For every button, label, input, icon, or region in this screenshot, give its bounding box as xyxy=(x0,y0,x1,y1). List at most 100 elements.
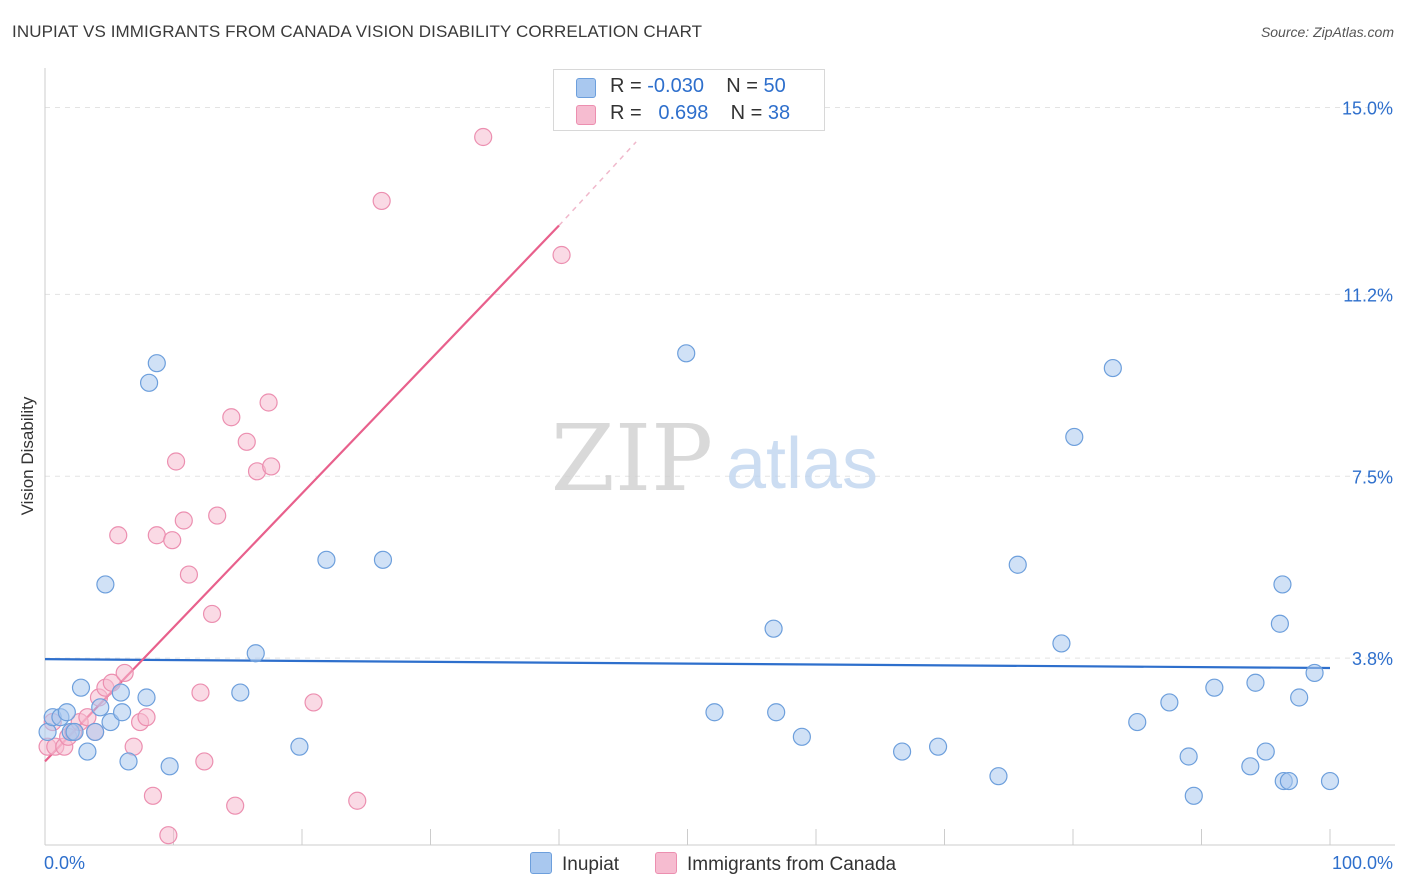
n-value: 38 xyxy=(767,102,791,124)
data-point-inupiat xyxy=(1273,575,1292,594)
data-point-inupiat xyxy=(317,550,336,569)
r-label: R = xyxy=(610,75,642,97)
data-point-immigrants-from-canada xyxy=(348,791,367,810)
data-point-immigrants-from-canada xyxy=(304,693,323,712)
data-point-immigrants-from-canada xyxy=(195,752,214,771)
axes xyxy=(44,68,1395,846)
data-point-inupiat xyxy=(928,737,948,756)
watermark: ZIP atlas xyxy=(551,405,878,512)
data-point-inupiat xyxy=(792,727,811,746)
data-point-inupiat xyxy=(1241,757,1260,776)
data-point-inupiat xyxy=(101,712,120,732)
data-point-inupiat xyxy=(1290,688,1309,707)
legend-item-immigrants-from-canada: Immigrants from Canada xyxy=(655,852,896,876)
data-point-immigrants-from-canada xyxy=(202,604,222,624)
data-point-inupiat xyxy=(989,767,1008,786)
data-point-immigrants-from-canada xyxy=(191,683,210,702)
r-value: -0.030 xyxy=(647,75,704,97)
data-point-immigrants-from-canada xyxy=(474,127,493,147)
points-immigrants-from-canada xyxy=(38,127,571,845)
inupiat-swatch xyxy=(530,852,552,874)
immigrants-swatch xyxy=(576,105,596,125)
x-tick-label: 0.0% xyxy=(44,853,85,873)
data-point-immigrants-from-canada xyxy=(259,393,278,412)
data-point-inupiat xyxy=(231,683,250,702)
y-tick-label: 15.0% xyxy=(1342,99,1393,119)
data-point-immigrants-from-canada xyxy=(115,663,134,683)
data-point-inupiat xyxy=(1205,678,1224,697)
data-point-immigrants-from-canada xyxy=(222,408,241,427)
chart-title: INUPIAT VS IMMIGRANTS FROM CANADA VISION… xyxy=(12,22,703,41)
data-point-inupiat xyxy=(1279,771,1298,791)
y-tick-label: 7.5% xyxy=(1352,467,1393,487)
watermark-atlas: atlas xyxy=(726,424,878,504)
data-point-inupiat xyxy=(65,722,84,742)
data-point-inupiat xyxy=(137,688,156,707)
gridlines xyxy=(45,107,1395,659)
data-point-immigrants-from-canada xyxy=(147,526,166,545)
data-point-immigrants-from-canada xyxy=(137,708,156,727)
data-point-inupiat xyxy=(86,722,105,742)
immigrants-swatch xyxy=(655,852,677,874)
data-point-inupiat xyxy=(1256,742,1275,761)
data-point-immigrants-from-canada xyxy=(237,432,256,451)
r-value: 0.698 xyxy=(658,102,709,124)
points-inupiat xyxy=(38,344,1340,805)
n-value: 50 xyxy=(763,75,786,97)
y-tick-label: 3.8% xyxy=(1352,649,1393,669)
legend-label: Immigrants from Canada xyxy=(687,854,897,875)
n-label: N = xyxy=(726,75,758,97)
data-point-immigrants-from-canada xyxy=(78,708,97,727)
y-tick-label: 11.2% xyxy=(1343,285,1393,305)
data-point-inupiat xyxy=(705,703,724,722)
tick-labels: 3.8% 7.5% 11.2% 15.0% 0.0% 100.0% xyxy=(44,99,1393,874)
r-label: R = xyxy=(610,102,642,124)
y-axis-label: Vision Disability xyxy=(18,396,37,516)
data-point-inupiat xyxy=(96,575,115,594)
data-point-inupiat xyxy=(1270,614,1289,633)
data-point-inupiat xyxy=(373,550,393,569)
data-point-inupiat xyxy=(677,344,696,363)
data-point-inupiat xyxy=(71,678,91,697)
data-point-inupiat xyxy=(1128,712,1147,732)
data-point-immigrants-from-canada xyxy=(552,245,571,265)
data-point-inupiat xyxy=(892,742,912,761)
data-point-inupiat xyxy=(160,757,179,776)
data-point-inupiat xyxy=(91,698,110,717)
data-point-inupiat xyxy=(1065,427,1084,447)
data-point-inupiat xyxy=(1160,693,1179,712)
data-point-immigrants-from-canada xyxy=(159,826,178,845)
trend-line-inupiat xyxy=(44,658,1331,670)
data-point-immigrants-from-canada xyxy=(174,511,193,530)
watermark-zip: ZIP xyxy=(551,405,713,512)
data-point-inupiat xyxy=(1179,747,1198,766)
data-point-inupiat xyxy=(139,373,159,392)
x-tick-label: 100.0% xyxy=(1332,853,1393,873)
stats-legend: R = -0.030 N = 50 R = 0.698 N = 38 xyxy=(553,69,825,131)
source-label: Source: ZipAtlas.com xyxy=(1260,24,1394,40)
data-point-inupiat xyxy=(1052,634,1071,653)
inupiat-swatch xyxy=(576,78,596,98)
data-point-inupiat xyxy=(119,752,138,771)
trend-line-immigrants-extension xyxy=(558,141,637,227)
data-point-inupiat xyxy=(1184,786,1203,805)
data-point-immigrants-from-canada xyxy=(179,565,199,584)
legend-label: Inupiat xyxy=(562,854,620,875)
data-point-inupiat xyxy=(78,742,97,761)
data-point-immigrants-from-canada xyxy=(143,786,163,805)
data-point-inupiat xyxy=(1246,673,1265,692)
data-point-immigrants-from-canada xyxy=(163,531,182,550)
data-point-immigrants-from-canada xyxy=(109,526,128,545)
data-point-inupiat xyxy=(1305,663,1324,683)
data-point-immigrants-from-canada xyxy=(166,452,186,471)
data-point-immigrants-from-canada xyxy=(226,796,245,815)
n-label: N = xyxy=(730,102,763,124)
data-point-inupiat xyxy=(767,703,786,722)
data-point-inupiat xyxy=(147,354,166,373)
data-point-inupiat xyxy=(57,703,76,722)
data-point-immigrants-from-canada xyxy=(208,506,227,525)
data-point-inupiat xyxy=(111,683,130,702)
legend-item-inupiat: Inupiat xyxy=(530,852,619,876)
data-point-inupiat xyxy=(764,619,783,638)
